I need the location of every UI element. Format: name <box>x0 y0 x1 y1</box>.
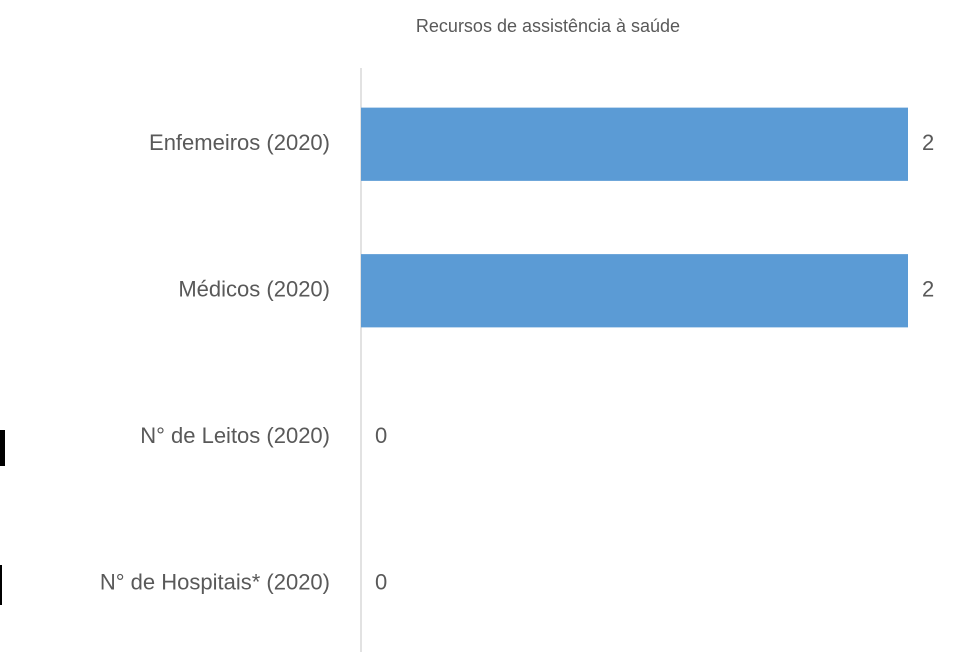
y-tick-label: Enfemeiros (2020) <box>149 130 330 155</box>
y-tick-label: N° de Hospitais* (2020) <box>100 570 330 595</box>
data-label: 0 <box>375 570 387 595</box>
y-tick-label: Médicos (2020) <box>178 277 330 302</box>
data-label: 2 <box>922 130 934 155</box>
chart-title: Recursos de assistência à saúde <box>416 16 680 36</box>
edge-artifact <box>0 430 5 466</box>
data-label: 2 <box>922 277 934 302</box>
bar <box>361 107 908 181</box>
edge-artifact <box>0 565 2 605</box>
data-label: 0 <box>375 423 387 448</box>
bar <box>361 254 908 328</box>
y-tick-label: N° de Leitos (2020) <box>140 423 330 448</box>
